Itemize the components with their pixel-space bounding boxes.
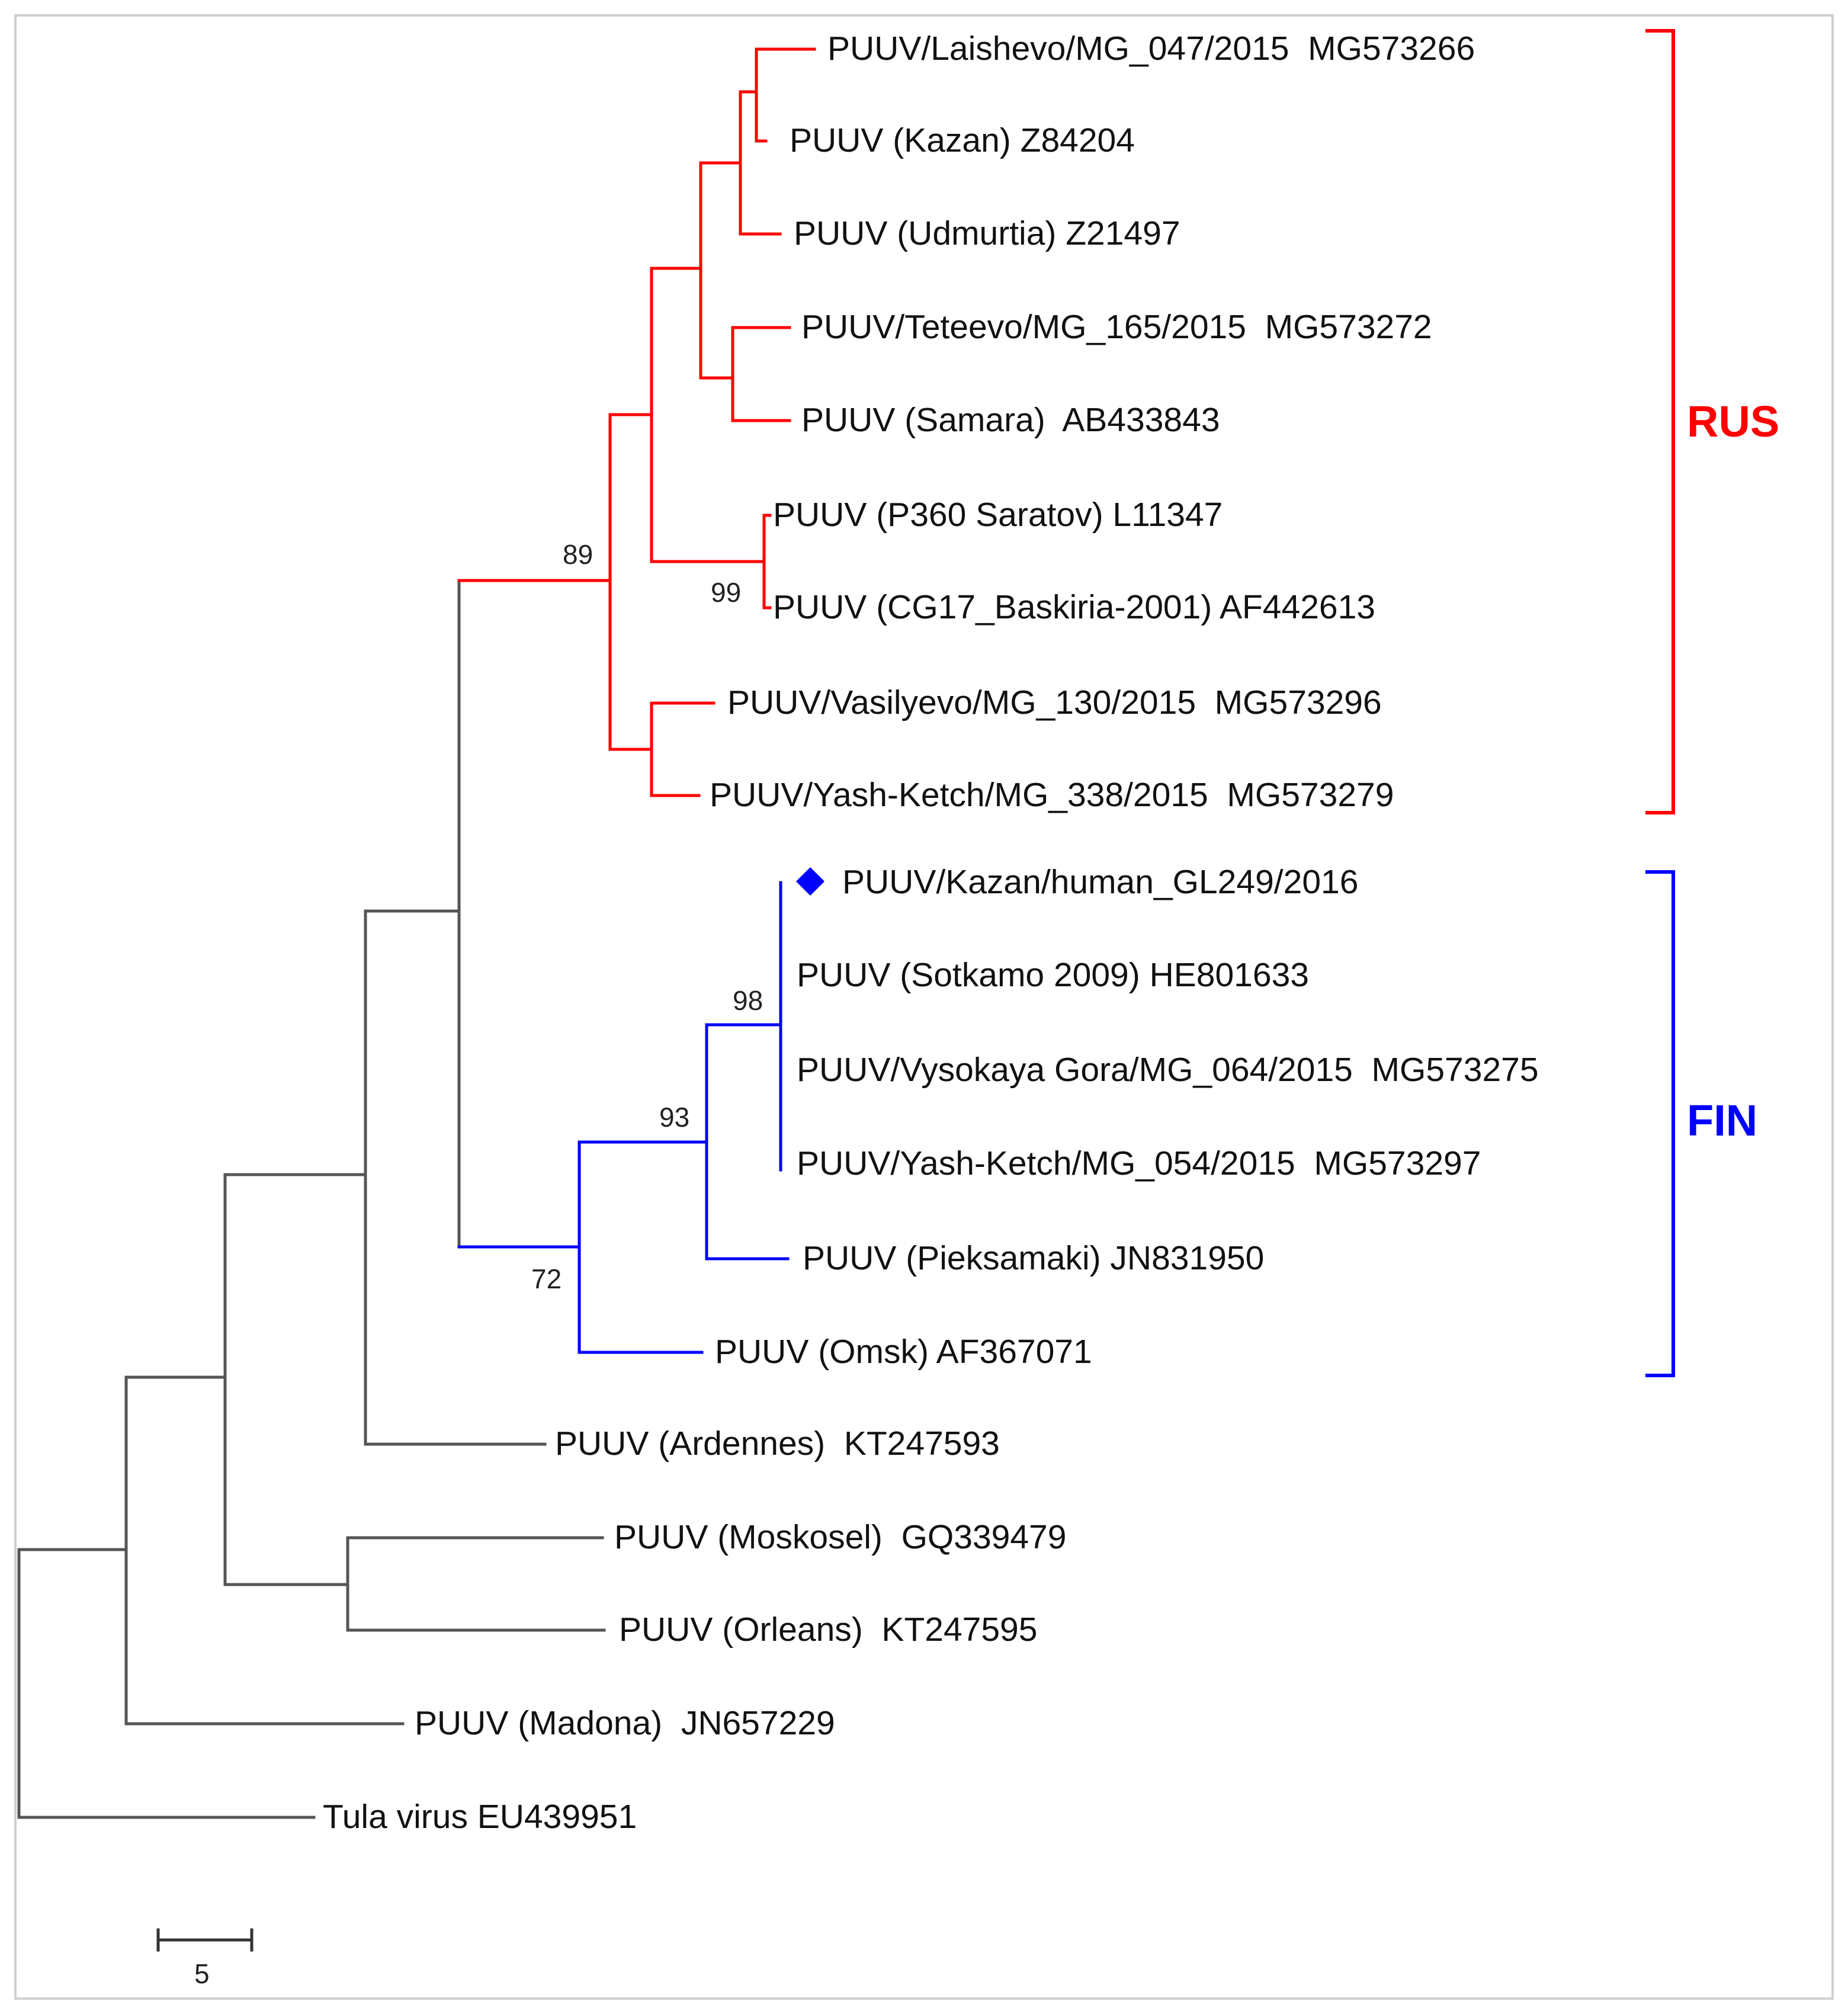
tip-label-kazanhuman: PUUV/Kazan/human_GL249/2016 bbox=[842, 863, 1358, 901]
tip-label-samara: PUUV (Samara) AB433843 bbox=[801, 401, 1220, 439]
backbone-branches bbox=[17, 579, 606, 1819]
figure-border bbox=[14, 14, 1834, 2000]
tip-label-yashketch054: PUUV/Yash-Ketch/MG_054/2015 MG573297 bbox=[797, 1144, 1481, 1182]
tip-label-teteevo: PUUV/Teteevo/MG_165/2015 MG573272 bbox=[801, 308, 1432, 346]
tip-label-baskiria: PUUV (CG17_Baskiria-2001) AF442613 bbox=[773, 588, 1375, 626]
tip-label-sotkamo: PUUV (Sotkamo 2009) HE801633 bbox=[797, 956, 1309, 994]
rus-clade-branches bbox=[457, 47, 816, 797]
tip-label-moskosel: PUUV (Moskosel) GQ339479 bbox=[614, 1518, 1066, 1556]
rus-clade-label: RUS bbox=[1687, 397, 1779, 446]
fin-bracket-line bbox=[1645, 870, 1675, 1377]
tip-label-udmurtia: PUUV (Udmurtia) Z21497 bbox=[794, 214, 1180, 252]
tip-label-ardennes: PUUV (Ardennes) KT247593 bbox=[555, 1425, 1000, 1463]
tip-label-kazan: PUUV (Kazan) Z84204 bbox=[790, 121, 1135, 159]
tip-label-vasilyevo: PUUV/Vasilyevo/MG_130/2015 MG573296 bbox=[727, 684, 1382, 721]
tip-label-pieksamaki: PUUV (Pieksamaki) JN831950 bbox=[803, 1239, 1264, 1277]
bootstrap-fin-omsk-node: 72 bbox=[531, 1263, 562, 1294]
rus-bracket: RUS bbox=[1645, 29, 1779, 814]
tip-label-tula: Tula virus EU439951 bbox=[323, 1798, 637, 1836]
scale-bar-line bbox=[156, 1928, 254, 1952]
tip-label-omsk: PUUV (Omsk) AF367071 bbox=[715, 1333, 1092, 1371]
tip-label-orleans: PUUV (Orleans) KT247595 bbox=[619, 1611, 1037, 1649]
tip-label-laishevo: PUUV/Laishevo/MG_047/2015 MG573266 bbox=[827, 30, 1475, 68]
bootstrap-saratov-node: 99 bbox=[711, 577, 741, 608]
bootstrap-rus-node: 89 bbox=[563, 539, 593, 570]
tip-label-vysokaya: PUUV/Vysokaya Gora/MG_064/2015 MG573275 bbox=[797, 1051, 1539, 1089]
bootstrap-fin-core-node: 98 bbox=[733, 985, 763, 1016]
bootstrap-fin-node: 93 bbox=[659, 1102, 689, 1133]
tip-label-madona: PUUV (Madona) JN657229 bbox=[415, 1704, 835, 1742]
tip-label-saratov: PUUV (P360 Saratov) L11347 bbox=[773, 496, 1223, 534]
rus-bracket-line bbox=[1645, 29, 1675, 814]
tip-label-yashketch338: PUUV/Yash-Ketch/MG_338/2015 MG573279 bbox=[710, 776, 1394, 814]
fin-clade-branches bbox=[457, 881, 790, 1354]
scale-bar bbox=[156, 1928, 254, 1952]
fin-bracket: FIN bbox=[1645, 870, 1757, 1377]
diamond-marker-icon bbox=[795, 867, 825, 896]
fin-clade-label: FIN bbox=[1687, 1096, 1757, 1145]
scale-bar-label: 5 bbox=[194, 1958, 210, 1989]
